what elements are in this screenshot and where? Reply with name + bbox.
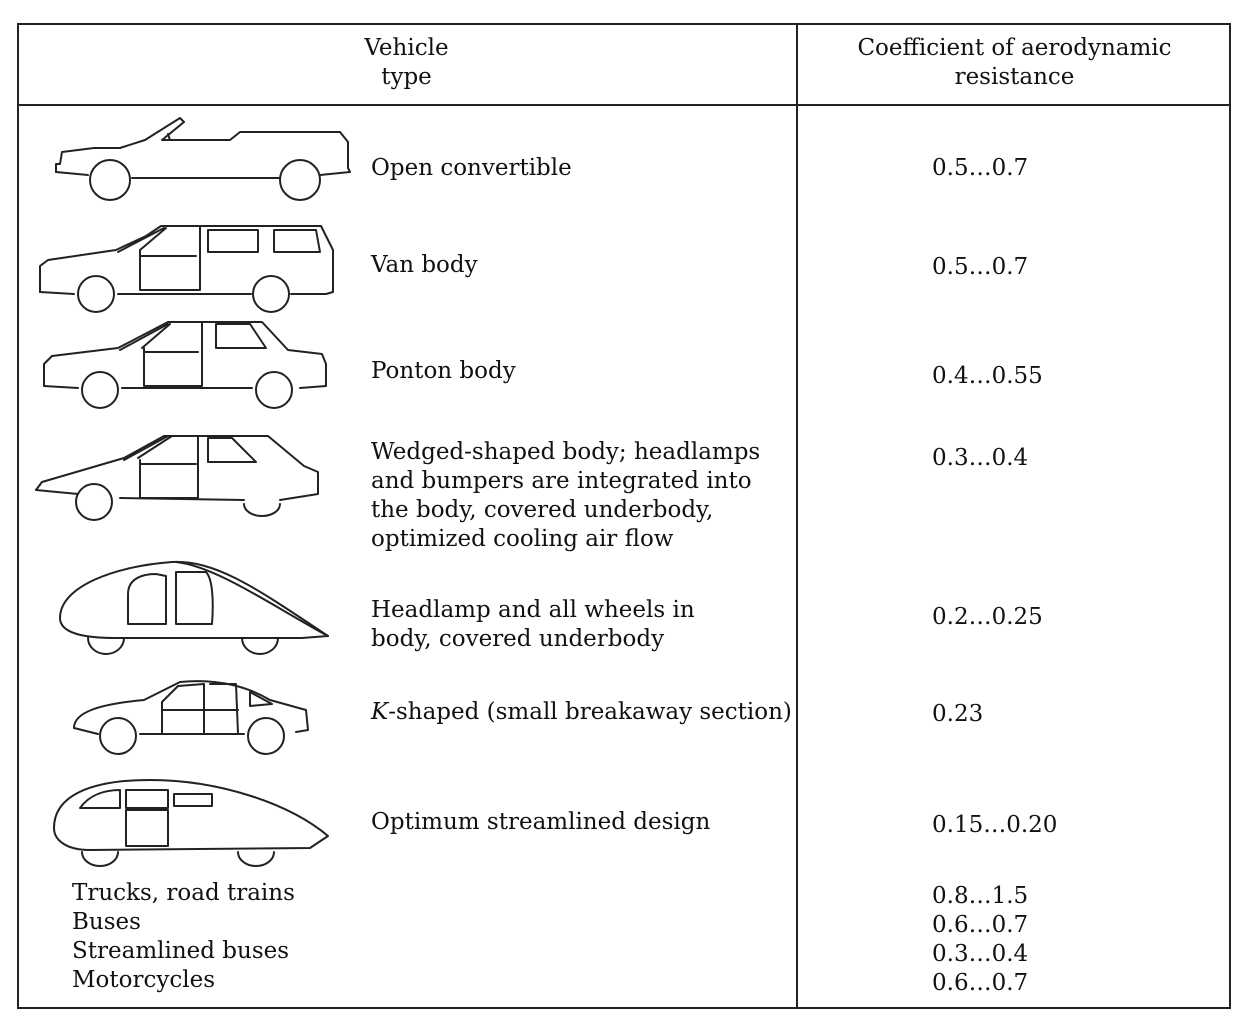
other-value-buses: 0.6…0.7 (932, 912, 1029, 938)
row-label-open-convertible: Open convertible (371, 155, 572, 181)
k-shaped-label-text: -shaped (small breakaway section) (388, 699, 792, 725)
row-label-k-shaped: K-shaped (small breakaway section) (371, 698, 792, 727)
van-body-car-icon (39, 225, 334, 313)
other-vehicles-values: 0.8…1.5 0.6…0.7 0.3…0.4 0.6…0.7 (932, 882, 1028, 998)
streamlined-car-icon (53, 779, 329, 867)
other-value-streamlined-buses: 0.3…0.4 (932, 941, 1029, 967)
row-label-headlamp-wheels-in-body: Headlamp and all wheels in body, covered… (371, 597, 695, 652)
other-vehicle-streamlined-buses: Streamlined buses (72, 938, 290, 964)
other-value-trucks: 0.8…1.5 (932, 883, 1029, 909)
other-value-motorcycles: 0.6…0.7 (932, 970, 1029, 996)
other-vehicle-trucks: Trucks, road trains (72, 880, 295, 906)
row-label-wedge-shaped: Wedged-shaped body; headlamps and bumper… (371, 439, 761, 552)
row-value-streamlined: 0.15…0.20 (932, 812, 1058, 838)
row-label-ponton-body: Ponton body (371, 358, 516, 384)
row-value-van-body: 0.5…0.7 (932, 254, 1029, 280)
row-label-streamlined: Optimum streamlined design (371, 809, 711, 835)
other-vehicles-list: Trucks, road trains Buses Streamlined bu… (72, 879, 295, 995)
other-vehicle-motorcycles: Motorcycles (72, 967, 216, 993)
open-convertible-car-icon (55, 117, 351, 201)
row-value-open-convertible: 0.5…0.7 (932, 155, 1029, 181)
header-vehicle-type-line1: Vehicle (364, 35, 449, 61)
k-shaped-prefix: K (371, 699, 389, 725)
header-coefficient-line1: Coefficient of aerodynamic (857, 35, 1172, 61)
ponton-body-car-icon (43, 321, 327, 409)
row-value-headlamp-wheels-in-body: 0.2…0.25 (932, 604, 1043, 630)
headlamp-wheels-in-body-car-icon (59, 560, 329, 655)
header-coefficient: Coefficient of aerodynamic resistance (798, 34, 1231, 92)
other-vehicle-buses: Buses (72, 909, 141, 935)
header-coefficient-line2: resistance (954, 64, 1075, 90)
row-value-wedge-shaped: 0.3…0.4 (932, 445, 1029, 471)
k-shaped-car-icon (73, 680, 309, 755)
column-divider (796, 23, 798, 1009)
row-label-van-body: Van body (371, 252, 478, 278)
wedge-shaped-car-icon (35, 435, 319, 521)
header-vehicle-type: Vehicle type (17, 34, 796, 92)
header-divider (17, 104, 1231, 106)
row-value-ponton-body: 0.4…0.55 (932, 363, 1043, 389)
row-value-k-shaped: 0.23 (932, 701, 984, 727)
coefficient-table (17, 23, 1231, 1009)
header-vehicle-type-line2: type (381, 64, 432, 90)
